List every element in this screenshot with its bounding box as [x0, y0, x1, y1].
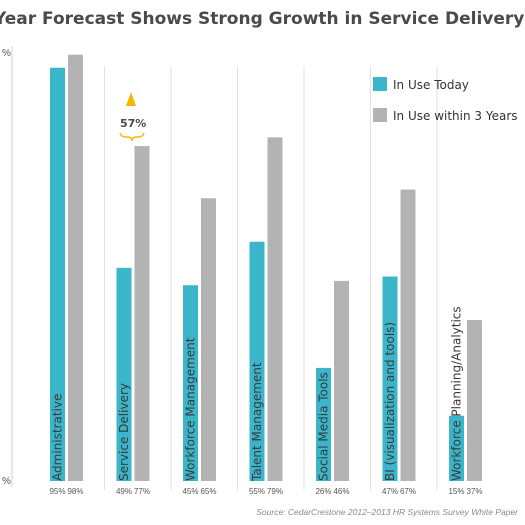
bar-social-media-tools-in-use-within-3-years	[334, 280, 349, 481]
bar-workforce-management-in-use-today	[183, 285, 198, 481]
value-label-service-delivery-in-use-today: 49%	[116, 487, 132, 496]
bar-service-delivery-in-use-within-3-years	[134, 146, 150, 482]
y-axis: % %	[2, 46, 13, 487]
value-label-workforce-management-in-use-within-3-years: 65%	[200, 487, 216, 496]
bar-workforce-management-in-use-within-3-years	[201, 198, 216, 481]
category-labels: Administrative Service Delivery Workforce …	[51, 306, 464, 482]
value-label-workforce-planning-analytics-in-use-within-3-years: 37%	[466, 487, 482, 496]
source-note: Source: CedarCrestone 2012–2013 HR Syste…	[256, 507, 519, 517]
category-label-service-delivery: Service Delivery	[117, 383, 131, 481]
category-separators	[104, 66, 438, 490]
value-label-service-delivery-in-use-within-3-years: 77%	[134, 487, 150, 496]
bar-talent-management-in-use-today	[249, 241, 265, 481]
value-label-talent-management-in-use-within-3-years: 79%	[267, 487, 283, 496]
bar-talent-management-in-use-within-3-years	[267, 137, 283, 481]
value-label-bi-visualization-and-tools-in-use-within-3-years: 67%	[400, 487, 416, 496]
category-label-social-media-tools: Social Media Tools	[317, 372, 331, 481]
category-label-administrative: Administrative	[51, 394, 65, 481]
bar-service-delivery-in-use-today	[116, 267, 132, 481]
growth-callout: 57%	[119, 92, 146, 143]
value-label-bi-visualization-and-tools-in-use-today: 47%	[382, 487, 398, 496]
value-label-workforce-planning-analytics-in-use-today: 15%	[448, 487, 464, 496]
bar-workforce-planning-analytics-in-use-today	[449, 415, 464, 481]
value-label-talent-management-in-use-today: 55%	[249, 487, 265, 496]
y-tick-top: %	[2, 48, 11, 59]
bar-administrative-in-use-today	[50, 67, 65, 481]
value-label-administrative-in-use-within-3-years: 98%	[67, 487, 83, 496]
category-label-bi-visualization-and-tools: BI (visualization and tools)	[383, 322, 397, 481]
value-label-social-media-tools-in-use-within-3-years: 46%	[333, 487, 349, 496]
bar-social-media-tools-in-use-today	[316, 367, 331, 481]
up-arrow-icon	[126, 92, 136, 106]
legend: In Use Today In Use within 3 Years	[373, 77, 518, 123]
chart-title: Year Forecast Shows Strong Growth in Ser…	[0, 9, 525, 29]
category-label-workforce-planning-analytics: Workforce Planning/Analytics	[450, 306, 464, 481]
callout-value: 57%	[120, 117, 146, 130]
category-label-talent-management: Talent Management	[250, 362, 264, 482]
value-label-administrative-in-use-today: 95%	[49, 487, 65, 496]
y-tick-bottom: %	[2, 476, 11, 487]
bar-bi-visualization-and-tools-in-use-within-3-years	[400, 189, 416, 482]
legend-label-in-use-within-3-years: In Use within 3 Years	[393, 109, 518, 123]
bar-bi-visualization-and-tools-in-use-today	[382, 276, 398, 481]
legend-swatch-in-use-today	[373, 77, 387, 91]
bars	[50, 54, 482, 482]
value-label-workforce-management-in-use-today: 45%	[182, 487, 198, 496]
bar-administrative-in-use-within-3-years	[68, 54, 83, 481]
value-labels: 95% 98% 49% 77% 45% 65% 55% 79% 26% 46% 47% 67% 15% 3…	[49, 487, 482, 496]
callout-brace	[119, 132, 145, 143]
legend-label-in-use-today: In Use Today	[393, 78, 469, 92]
category-label-workforce-management: Workforce Management	[184, 337, 198, 481]
value-label-social-media-tools-in-use-today: 26%	[315, 487, 331, 496]
legend-swatch-in-use-within-3-years	[373, 108, 387, 122]
bar-workforce-planning-analytics-in-use-within-3-years	[467, 320, 482, 481]
